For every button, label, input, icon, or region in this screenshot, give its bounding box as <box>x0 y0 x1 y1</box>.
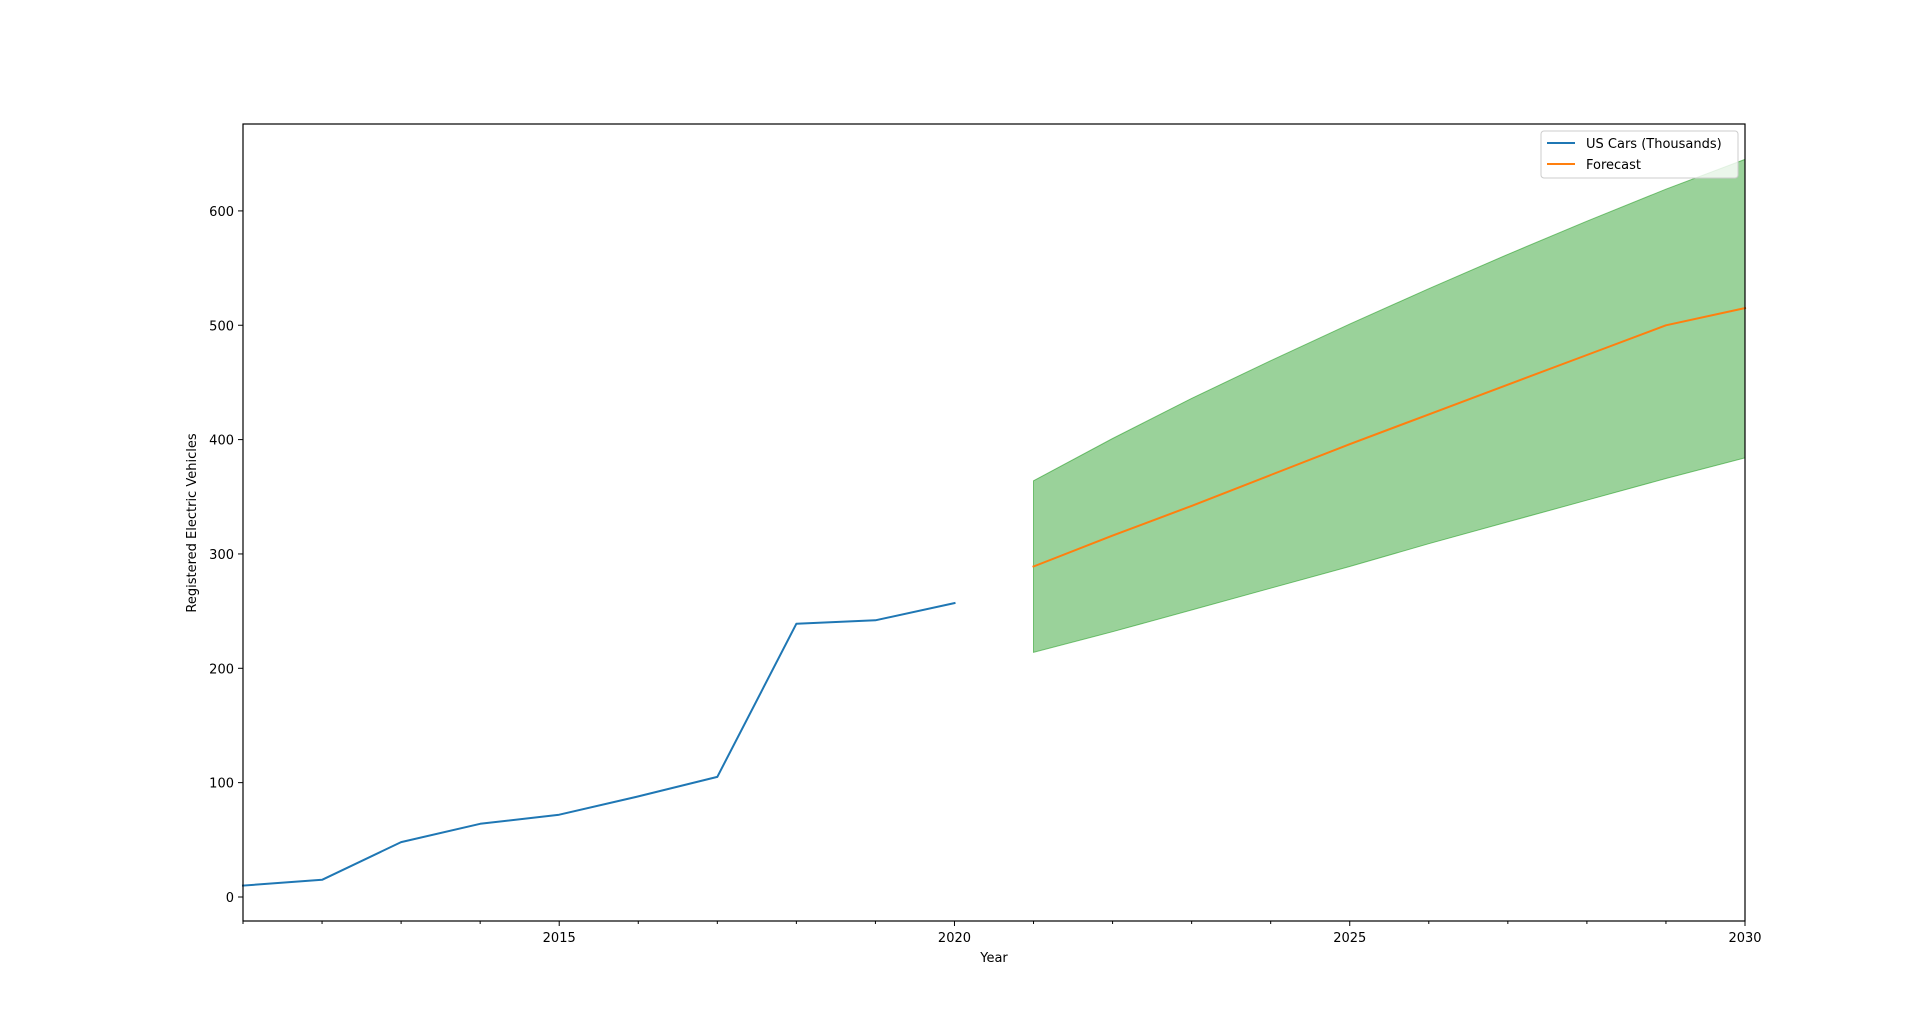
x-axis-ticks: 2015 2020 2025 2030 <box>242 921 1762 946</box>
x-axis-label: Year <box>979 951 1008 966</box>
y-tick-label-500: 500 <box>209 319 234 334</box>
legend-label-forecast: Forecast <box>1586 158 1641 173</box>
series-line-us-cars <box>241 601 956 887</box>
y-tick-label-300: 300 <box>209 548 234 563</box>
y-tick-label-600: 600 <box>209 205 234 220</box>
series-line-forecast <box>1032 306 1747 568</box>
x-tick-label-2025: 2025 <box>1333 931 1366 946</box>
y-tick-label-400: 400 <box>209 434 234 449</box>
axes-frame <box>242 123 1746 922</box>
legend-label-us-cars: US Cars (Thousands) <box>1586 137 1722 152</box>
y-tick-label-200: 200 <box>209 662 234 677</box>
x-tick-label-2030: 2030 <box>1728 931 1761 946</box>
y-tick-label-100: 100 <box>209 777 234 792</box>
y-axis-ticks: 0 100 200 300 400 500 600 <box>209 205 243 906</box>
legend: US Cars (Thousands) Forecast <box>1540 130 1739 179</box>
y-axis-label: Registered Electric Vehicles <box>185 433 200 612</box>
legend-box <box>1540 130 1739 179</box>
y-tick-label-0: 0 <box>226 891 234 906</box>
x-tick-label-2015: 2015 <box>543 931 576 946</box>
x-tick-label-2020: 2020 <box>938 931 971 946</box>
series-lines-layer <box>241 306 1747 887</box>
